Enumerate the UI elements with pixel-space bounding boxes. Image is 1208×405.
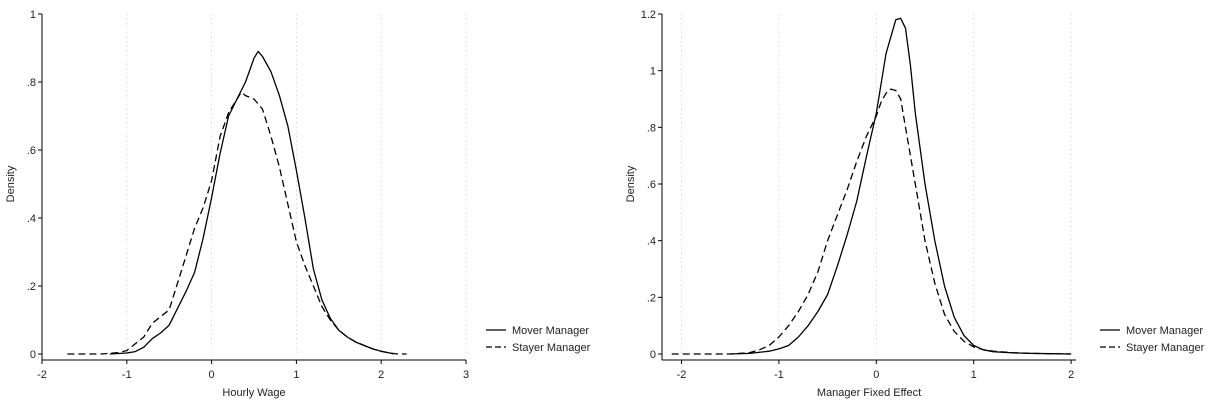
y-axis-title: Density xyxy=(625,165,637,202)
x-tick-label: 0 xyxy=(209,369,215,381)
stayer-manager-line xyxy=(67,91,407,355)
x-tick-label: -1 xyxy=(774,369,784,381)
y-tick-label: .2 xyxy=(647,292,656,304)
x-tick-label: 1 xyxy=(971,369,977,381)
y-tick-label: .4 xyxy=(647,236,656,248)
x-tick-label: 1 xyxy=(293,369,299,381)
y-tick-label: 0 xyxy=(30,349,36,361)
chart-manager-fixed-effect: 0 .2 .4 .6 .8 1 1.2 -2 -1 0 1 2 Manager Fixed Effect… xyxy=(625,9,1205,399)
x-tick-label: 0 xyxy=(873,369,879,381)
x-tick-label: -2 xyxy=(37,369,47,381)
y-tick-label: .6 xyxy=(647,179,656,191)
chart-hourly-wage: 0 .2 .4 .6 .8 1 -2 -1 0 1 2 3 Hourly Wage Density Move… xyxy=(5,9,591,399)
mover-manager-line xyxy=(730,17,1072,355)
x-tick-label: -2 xyxy=(677,369,687,381)
y-axis-title: Density xyxy=(5,165,17,202)
x-tick-label: -1 xyxy=(122,369,132,381)
legend-label: Mover Manager xyxy=(512,325,589,337)
y-tick-label: .8 xyxy=(27,77,36,89)
legend-label: Stayer Manager xyxy=(1126,342,1205,354)
x-tick-label: 2 xyxy=(1068,369,1074,381)
x-tick-label: 3 xyxy=(463,369,469,381)
y-tick-label: 1.2 xyxy=(641,9,656,21)
y-tick-label: .2 xyxy=(27,281,36,293)
y-tick-label: 1 xyxy=(650,66,656,78)
y-tick-label: .6 xyxy=(27,145,36,157)
x-axis-title: Manager Fixed Effect xyxy=(817,387,921,399)
y-tick-label: .8 xyxy=(647,122,656,134)
x-tick-label: 2 xyxy=(378,369,384,381)
x-axis-title: Hourly Wage xyxy=(222,387,285,399)
y-tick-label: 1 xyxy=(30,9,36,21)
mover-manager-line xyxy=(109,50,395,355)
stayer-manager-line xyxy=(671,88,1072,355)
legend-label: Stayer Manager xyxy=(512,342,591,354)
y-tick-label: 0 xyxy=(650,349,656,361)
legend-label: Mover Manager xyxy=(1126,325,1203,337)
y-tick-label: .4 xyxy=(27,213,36,225)
